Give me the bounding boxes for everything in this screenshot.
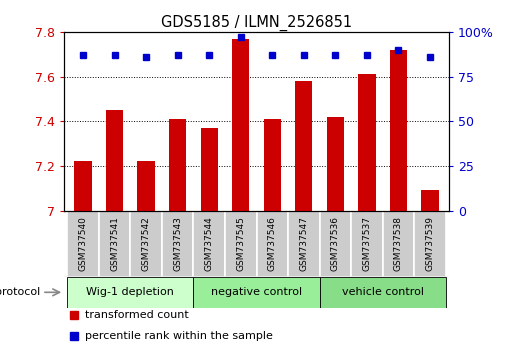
Bar — [106, 110, 123, 211]
Text: vehicle control: vehicle control — [342, 287, 424, 297]
Bar — [137, 161, 155, 211]
Bar — [67, 211, 99, 277]
Text: GSM737544: GSM737544 — [205, 216, 214, 271]
Bar — [320, 211, 351, 277]
Text: GSM737536: GSM737536 — [331, 216, 340, 271]
Bar — [256, 211, 288, 277]
Text: Wig-1 depletion: Wig-1 depletion — [86, 287, 174, 297]
Text: GSM737537: GSM737537 — [362, 216, 371, 271]
Bar — [99, 211, 130, 277]
Text: negative control: negative control — [211, 287, 302, 297]
Bar — [169, 119, 186, 211]
Bar — [225, 211, 256, 277]
Bar — [383, 211, 414, 277]
Title: GDS5185 / ILMN_2526851: GDS5185 / ILMN_2526851 — [161, 14, 352, 30]
Bar — [414, 211, 446, 277]
Text: GSM737541: GSM737541 — [110, 216, 119, 271]
Bar — [358, 74, 376, 211]
Bar — [351, 211, 383, 277]
Bar — [295, 81, 312, 211]
Text: GSM737538: GSM737538 — [394, 216, 403, 271]
Bar — [390, 50, 407, 211]
Text: GSM737543: GSM737543 — [173, 216, 182, 271]
Bar — [130, 211, 162, 277]
Text: GSM737539: GSM737539 — [425, 216, 435, 271]
Text: GSM737540: GSM737540 — [78, 216, 88, 271]
Text: GSM737546: GSM737546 — [268, 216, 277, 271]
Bar — [162, 211, 193, 277]
Text: GSM737547: GSM737547 — [299, 216, 308, 271]
Bar — [320, 277, 446, 308]
Bar — [421, 190, 439, 211]
Bar — [201, 128, 218, 211]
Bar — [264, 119, 281, 211]
Text: transformed count: transformed count — [85, 310, 189, 320]
Bar — [67, 277, 193, 308]
Text: percentile rank within the sample: percentile rank within the sample — [85, 331, 273, 341]
Bar — [74, 161, 92, 211]
Text: GSM737542: GSM737542 — [142, 216, 151, 271]
Bar — [288, 211, 320, 277]
Text: GSM737545: GSM737545 — [236, 216, 245, 271]
Text: protocol: protocol — [0, 287, 41, 297]
Bar — [193, 277, 320, 308]
Bar — [327, 117, 344, 211]
Bar — [232, 39, 249, 211]
Bar — [193, 211, 225, 277]
